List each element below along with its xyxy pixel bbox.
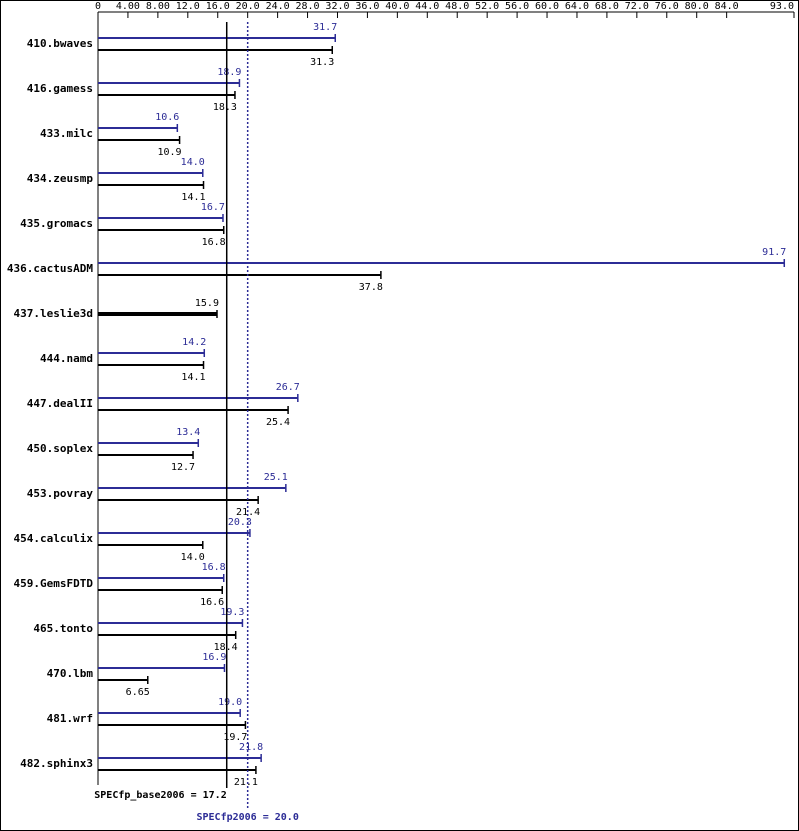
category-label: 433.milc (40, 127, 93, 140)
x-tick-label: 52.0 (475, 1, 499, 12)
x-tick-label: 48.0 (445, 1, 469, 12)
category-label: 482.sphinx3 (20, 757, 93, 770)
value-label: 10.9 (157, 147, 181, 158)
category-label: 434.zeusmp (27, 172, 94, 185)
category-label: 416.gamess (27, 82, 93, 95)
value-label: 21.4 (236, 507, 260, 518)
x-tick-label: 16.0 (206, 1, 230, 12)
category-label: 450.soplex (27, 442, 94, 455)
x-tick-label: 12.0 (176, 1, 200, 12)
value-label: 14.1 (181, 372, 205, 383)
category-label: 454.calculix (14, 532, 94, 545)
category-label: 465.tonto (33, 622, 93, 635)
value-label: 18.3 (213, 102, 237, 113)
value-label: 14.0 (181, 552, 205, 563)
category-label: 436.cactusADM (7, 262, 93, 275)
category-label: 435.gromacs (20, 217, 93, 230)
value-label: 16.7 (201, 202, 225, 213)
value-label: 19.7 (223, 732, 247, 743)
x-tick-label: 64.0 (565, 1, 589, 12)
value-label: 21.8 (239, 742, 263, 753)
x-tick-label: 4.00 (116, 1, 140, 12)
value-label: 91.7 (762, 247, 786, 258)
value-label: 16.8 (202, 562, 226, 573)
category-label: 470.lbm (47, 667, 94, 680)
value-label: 19.3 (220, 607, 244, 618)
value-label: 16.6 (200, 597, 224, 608)
value-label: 14.0 (181, 157, 205, 168)
value-label: 31.3 (310, 57, 334, 68)
value-label: 14.1 (181, 192, 205, 203)
category-label: 481.wrf (47, 712, 93, 725)
category-label: 459.GemsFDTD (14, 577, 94, 590)
value-label: 15.9 (195, 298, 219, 309)
x-tick-label: 28.0 (296, 1, 320, 12)
x-tick-label: 32.0 (325, 1, 349, 12)
value-label: 13.4 (176, 427, 200, 438)
x-tick-label: 80.0 (685, 1, 709, 12)
x-tick-label: 84.0 (715, 1, 739, 12)
x-tick-label: 20.0 (236, 1, 260, 12)
x-tick-label: 56.0 (505, 1, 529, 12)
value-label: 12.7 (171, 462, 195, 473)
x-tick-label: 0 (95, 1, 101, 12)
value-label: 6.65 (126, 687, 150, 698)
x-tick-label: 44.0 (415, 1, 439, 12)
x-tick-label: 8.00 (146, 1, 170, 12)
x-tick-label: 72.0 (625, 1, 649, 12)
x-tick-label: 36.0 (355, 1, 379, 12)
value-label: 26.7 (276, 382, 300, 393)
value-label: 14.2 (182, 337, 206, 348)
category-label: 444.namd (40, 352, 93, 365)
value-label: 25.1 (264, 472, 288, 483)
value-label: 18.9 (217, 67, 241, 78)
x-tick-label: 24.0 (266, 1, 290, 12)
reference-label: SPECfp_base2006 = 17.2 (94, 790, 226, 801)
category-label: 437.leslie3d (14, 307, 93, 320)
value-label: 20.3 (228, 517, 252, 528)
reference-label: SPECfp2006 = 20.0 (196, 812, 298, 823)
value-label: 16.9 (202, 652, 226, 663)
x-tick-label: 68.0 (595, 1, 619, 12)
category-label: 453.povray (27, 487, 94, 500)
value-label: 31.7 (313, 22, 337, 33)
x-tick-label: 76.0 (655, 1, 679, 12)
x-tick-label: 60.0 (535, 1, 559, 12)
category-label: 447.dealII (27, 397, 93, 410)
value-label: 19.0 (218, 697, 242, 708)
x-tick-label: 93.0 (770, 1, 794, 12)
value-label: 10.6 (155, 112, 179, 123)
x-tick-label: 40.0 (385, 1, 409, 12)
value-label: 25.4 (266, 417, 290, 428)
value-label: 16.8 (202, 237, 226, 248)
value-label: 21.1 (234, 777, 258, 788)
value-label: 37.8 (359, 282, 383, 293)
category-label: 410.bwaves (27, 37, 93, 50)
value-label: 18.4 (214, 642, 238, 653)
